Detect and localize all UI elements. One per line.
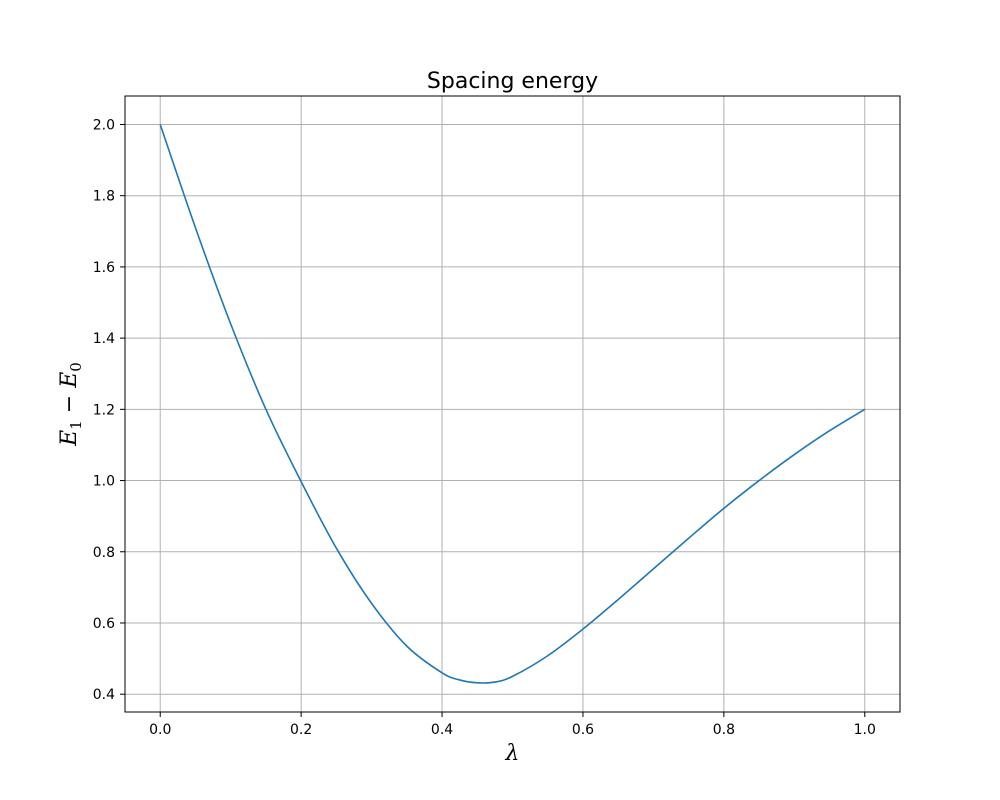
y-tick-label: 1.6 bbox=[93, 260, 115, 276]
series-layer bbox=[159, 124, 866, 684]
y-tick-label: 1.4 bbox=[93, 331, 115, 347]
chart-title: Spacing energy bbox=[427, 69, 598, 94]
x-tick-label: 0.8 bbox=[713, 722, 735, 738]
y-axis-label: E1 − E0 bbox=[57, 362, 85, 447]
y-tick-label: 1.0 bbox=[93, 474, 115, 490]
x-tick-label: 0.6 bbox=[572, 722, 594, 738]
y-tick-label: 1.2 bbox=[93, 402, 115, 418]
y-axis-label-part: 1 bbox=[67, 420, 85, 430]
grid bbox=[125, 96, 900, 712]
plot-frame bbox=[124, 95, 901, 713]
y-axis-label-part: − bbox=[57, 388, 82, 420]
x-tick-label: 0.2 bbox=[290, 722, 312, 738]
series-line bbox=[159, 124, 866, 684]
y-tick-label: 2.0 bbox=[93, 117, 115, 133]
y-axis-label-part: E bbox=[57, 430, 82, 447]
x-tick-label: 0.4 bbox=[431, 722, 453, 738]
y-tick-label: 0.6 bbox=[93, 616, 115, 632]
y-tick-label: 0.8 bbox=[93, 545, 115, 561]
y-axis-label-part: E bbox=[57, 372, 82, 389]
x-axis-label: λ bbox=[505, 741, 520, 766]
y-tick-label: 0.4 bbox=[93, 687, 115, 703]
ticks: 0.0 0.2 0.4 0.6 0.8 1.0 0.4 0.6 0.8 1.0 1.2 1.4 1.6 1… bbox=[93, 117, 876, 738]
y-axis-label-part: 0 bbox=[67, 362, 85, 372]
x-tick-label: 0.0 bbox=[149, 722, 171, 738]
y-tick-label: 1.8 bbox=[93, 189, 115, 205]
x-tick-label: 1.0 bbox=[854, 722, 876, 738]
